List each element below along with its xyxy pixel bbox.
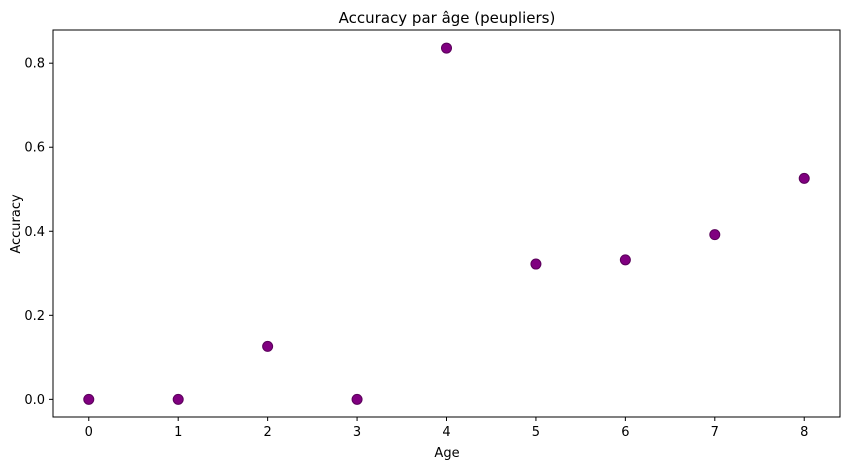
x-tick-label: 2 <box>263 425 271 440</box>
y-axis-ticks: 0.0 0.2 0.4 0.6 0.8 <box>24 57 53 408</box>
data-point <box>262 340 274 352</box>
y-axis-label: Accuracy <box>9 194 24 254</box>
data-point <box>709 229 721 241</box>
y-tick-label: 0.0 <box>24 393 45 408</box>
data-point <box>172 393 184 405</box>
x-tick-label: 3 <box>353 425 361 440</box>
x-axis-label: Age <box>434 446 459 461</box>
plot-frame <box>52 29 841 418</box>
x-tick-label: 5 <box>532 425 540 440</box>
data-point <box>83 393 95 405</box>
data-point <box>619 254 631 266</box>
data-point <box>351 393 363 405</box>
chart-title: Accuracy par âge (peupliers) <box>339 9 556 27</box>
x-tick-label: 6 <box>621 425 629 440</box>
data-point <box>441 42 452 54</box>
plot-area <box>53 30 840 417</box>
data-point <box>798 172 810 184</box>
x-tick-label: 4 <box>442 425 450 440</box>
data-points <box>83 42 810 405</box>
y-tick-label: 0.4 <box>24 225 45 240</box>
x-tick-label: 8 <box>800 425 808 440</box>
x-tick-label: 0 <box>85 425 93 440</box>
y-tick-label: 0.6 <box>24 141 45 156</box>
x-axis-ticks: 0 1 2 3 4 5 6 7 8 <box>85 417 808 440</box>
x-tick-label: 1 <box>174 425 182 440</box>
y-tick-label: 0.2 <box>24 309 45 324</box>
y-tick-label: 0.8 <box>24 57 45 72</box>
data-point <box>530 258 542 270</box>
x-tick-label: 7 <box>711 425 719 440</box>
